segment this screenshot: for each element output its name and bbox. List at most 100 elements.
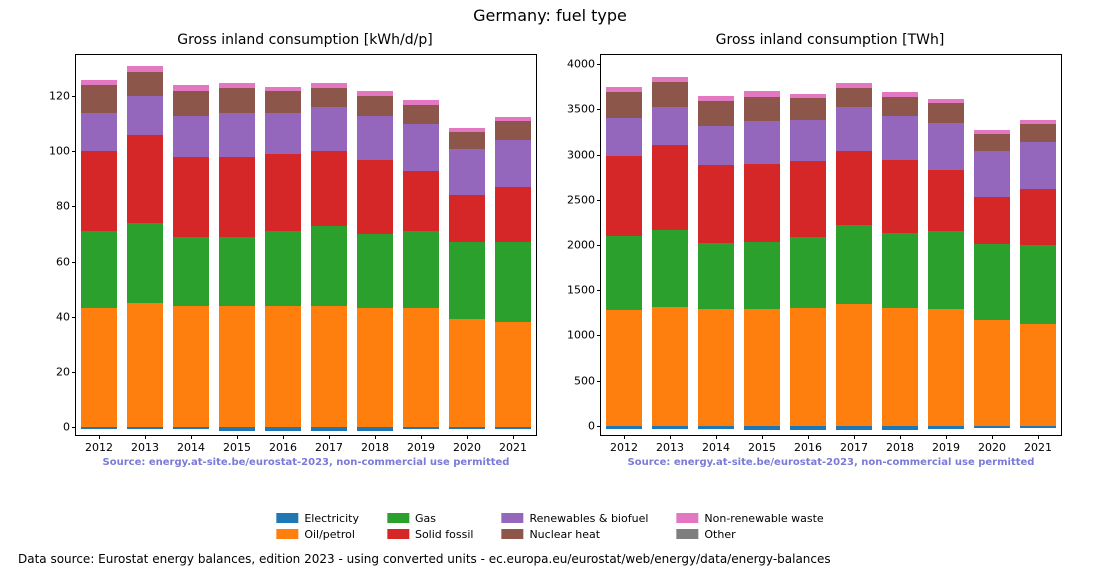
xtick-mark <box>283 435 284 439</box>
bar-segment-waste <box>882 92 919 97</box>
bar-segment-renew <box>173 116 210 157</box>
bar-segment-gas <box>403 231 440 308</box>
bar-segment-solid <box>928 170 965 231</box>
legend-swatch <box>676 513 698 523</box>
ytick-mark <box>72 96 76 97</box>
ytick-mark <box>72 317 76 318</box>
xtick-label: 2021 <box>499 441 527 454</box>
legend-swatch <box>276 529 298 539</box>
ytick-label: 4000 <box>567 58 595 71</box>
bar-segment-nuclear <box>495 121 532 140</box>
bar-segment-oil <box>606 310 643 426</box>
ytick-label: 120 <box>49 90 70 103</box>
bar-segment-solid <box>127 135 164 223</box>
bar-segment-oil <box>882 308 919 426</box>
legend-swatch <box>387 529 409 539</box>
legend-label: Oil/petrol <box>304 528 355 541</box>
bar-segment-oil <box>311 306 348 427</box>
ytick-mark <box>597 200 601 201</box>
bar-segment-renew <box>836 107 873 151</box>
ytick-label: 2000 <box>567 239 595 252</box>
ytick-label: 100 <box>49 145 70 158</box>
bar-segment-gas <box>606 236 643 310</box>
bar-segment-solid <box>357 160 394 234</box>
bar-segment-gas <box>790 237 827 308</box>
bar-segment-oil <box>495 322 532 427</box>
legend-item-waste: Non-renewable waste <box>676 510 823 526</box>
bar-segment-renew <box>311 107 348 151</box>
xtick-mark <box>191 435 192 439</box>
bar-segment-gas <box>928 231 965 310</box>
ytick-label: 40 <box>56 310 70 323</box>
xtick-mark <box>900 435 901 439</box>
bar-segment-electricity <box>173 427 210 430</box>
bar-segment-oil <box>449 319 486 426</box>
bar-segment-electricity <box>1020 426 1057 428</box>
xtick-label: 2013 <box>131 441 159 454</box>
bar-segment-waste <box>173 85 210 91</box>
ytick-mark <box>72 151 76 152</box>
ytick-label: 3000 <box>567 148 595 161</box>
bar-segment-renew <box>928 123 965 170</box>
xtick-label: 2015 <box>748 441 776 454</box>
bar-segment-renew <box>495 140 532 187</box>
bar-segment-waste <box>744 91 781 96</box>
legend-label: Solid fossil <box>415 528 473 541</box>
figure-suptitle: Germany: fuel type <box>0 6 1100 25</box>
bar-segment-waste <box>265 87 302 91</box>
bar-segment-nuclear <box>1020 124 1057 142</box>
bar-segment-electricity <box>357 427 394 431</box>
bar-segment-gas <box>449 242 486 319</box>
bar-segment-solid <box>974 197 1011 244</box>
bar-segment-oil <box>928 309 965 426</box>
bar-segment-waste <box>311 83 348 88</box>
bar-segment-solid <box>1020 189 1057 245</box>
bar-segment-renew <box>81 113 118 152</box>
bar-segment-electricity <box>974 426 1011 428</box>
xtick-label: 2019 <box>932 441 960 454</box>
bar-segment-nuclear <box>882 97 919 116</box>
bar-segment-nuclear <box>357 96 394 115</box>
xtick-label: 2020 <box>453 441 481 454</box>
bar-segment-oil <box>698 309 735 426</box>
legend-item-nuclear: Nuclear heat <box>501 526 648 542</box>
legend-column: Non-renewable waste Other <box>676 510 823 542</box>
bar-segment-waste <box>1020 120 1057 124</box>
bar-segment-solid <box>219 157 256 237</box>
ytick-mark <box>597 335 601 336</box>
bar-segment-renew <box>403 124 440 171</box>
left-chart-axes: 0204060801001202012201320142015201620172… <box>75 54 537 436</box>
bar-segment-renew <box>357 116 394 160</box>
bar-segment-renew <box>265 113 302 154</box>
xtick-mark <box>237 435 238 439</box>
bar-segment-gas <box>311 226 348 306</box>
bar-segment-electricity <box>127 427 164 430</box>
ytick-label: 80 <box>56 200 70 213</box>
xtick-label: 2021 <box>1024 441 1052 454</box>
bar-segment-gas <box>698 243 735 309</box>
bar-segment-solid <box>836 151 873 225</box>
legend-item-oil: Oil/petrol <box>276 526 359 542</box>
bar-segment-renew <box>606 118 643 156</box>
bar-segment-solid <box>606 156 643 236</box>
legend-column: GasSolid fossil <box>387 510 473 542</box>
bar-segment-renew <box>744 121 781 164</box>
bar-segment-waste <box>449 128 486 132</box>
legend-label: Other <box>704 528 735 541</box>
xtick-mark <box>854 435 855 439</box>
xtick-label: 2014 <box>702 441 730 454</box>
bar-segment-gas <box>173 237 210 306</box>
xtick-label: 2017 <box>315 441 343 454</box>
bar-segment-electricity <box>698 426 735 429</box>
xtick-label: 2016 <box>269 441 297 454</box>
bar-segment-electricity <box>265 427 302 431</box>
bar-segment-solid <box>173 157 210 237</box>
ytick-label: 2500 <box>567 193 595 206</box>
bar-segment-waste <box>81 80 118 86</box>
xtick-mark <box>145 435 146 439</box>
bar-segment-renew <box>790 120 827 161</box>
bar-segment-solid <box>81 151 118 231</box>
bar-segment-renew <box>882 116 919 160</box>
source-note: Source: energy.at-site.be/eurostat-2023,… <box>76 457 536 468</box>
ytick-label: 500 <box>574 374 595 387</box>
